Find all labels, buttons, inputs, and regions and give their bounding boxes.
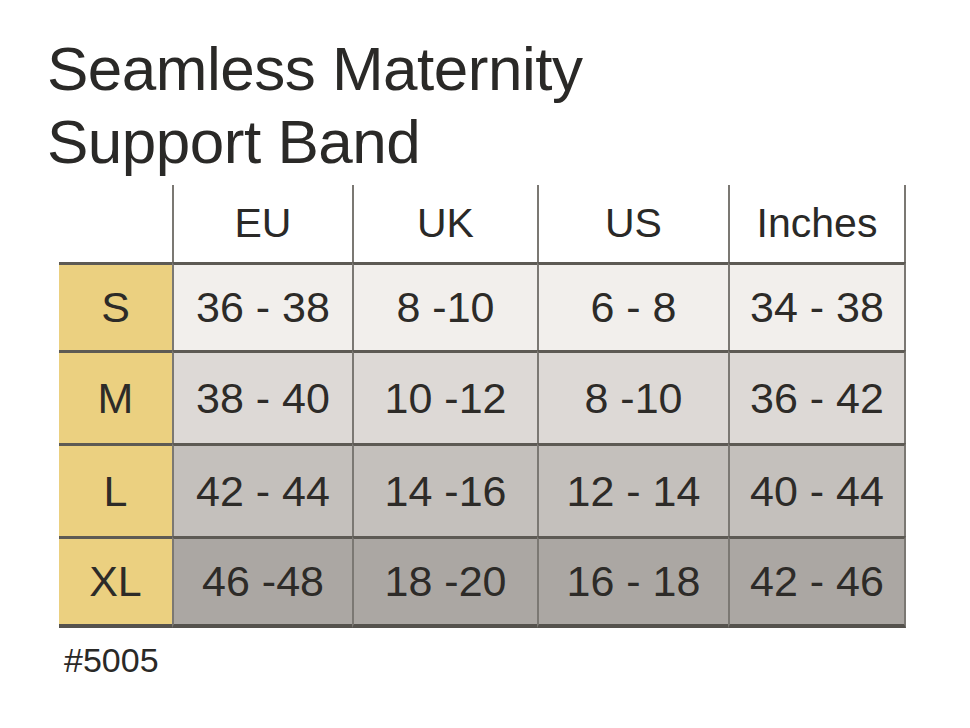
header-cell-uk: UK [352,185,537,262]
title-line-2: Support Band [47,107,420,176]
row-s-uk-value: 8 -10 [352,262,537,350]
row-xl-uk-value: 18 -20 [352,536,537,628]
header-cell-inches: Inches [728,185,906,262]
header-cell-eu: EU [172,185,352,262]
row-l-inches-value: 40 - 44 [728,443,906,536]
row-l-eu-value: 42 - 44 [172,443,352,536]
product-title: Seamless MaternitySupport Band [47,32,582,178]
size-chart-page: Seamless MaternitySupport Band EU UK US … [0,0,970,728]
row-s-inches-value: 34 - 38 [728,262,906,350]
row-xl-eu-value: 46 -48 [172,536,352,628]
row-l-uk-value: 14 -16 [352,443,537,536]
row-s-size-label: S [59,262,172,350]
row-m-size-label: M [59,350,172,443]
row-s-eu-value: 36 - 38 [172,262,352,350]
row-l-size-label: L [59,443,172,536]
row-xl-us-value: 16 - 18 [537,536,728,628]
product-code: #5005 [64,641,159,680]
title-line-1: Seamless Maternity [47,34,582,103]
row-xl-inches-value: 42 - 46 [728,536,906,628]
row-l-us-value: 12 - 14 [537,443,728,536]
row-s-us-value: 6 - 8 [537,262,728,350]
header-cell-us: US [537,185,728,262]
row-m-eu-value: 38 - 40 [172,350,352,443]
row-m-us-value: 8 -10 [537,350,728,443]
size-chart-table: EU UK US Inches S 36 - 38 8 -10 6 - 8 34… [59,185,906,628]
row-m-uk-value: 10 -12 [352,350,537,443]
row-xl-size-label: XL [59,536,172,628]
header-cell-empty [59,185,172,262]
row-m-inches-value: 36 - 42 [728,350,906,443]
